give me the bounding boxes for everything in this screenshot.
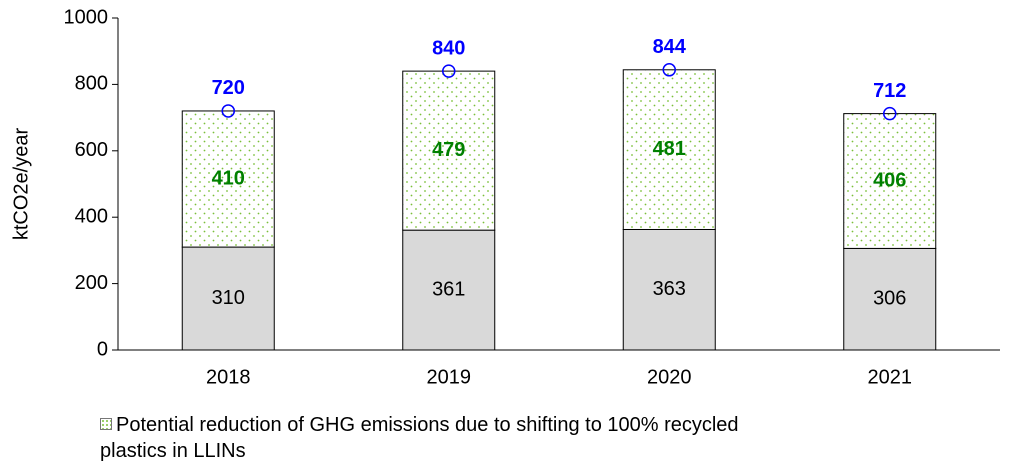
total-marker bbox=[221, 104, 235, 118]
bar-segment bbox=[843, 247, 937, 351]
x-tick-label: 2018 bbox=[206, 366, 251, 388]
y-axis-label: ktCO2e/year bbox=[10, 128, 32, 241]
y-tick-label: 800 bbox=[75, 73, 108, 95]
data-label: 481 bbox=[653, 138, 686, 160]
data-label: 363 bbox=[653, 278, 686, 300]
total-label: 840 bbox=[432, 37, 465, 59]
legend-swatch bbox=[100, 418, 112, 430]
data-label: 406 bbox=[873, 169, 906, 191]
data-label: 306 bbox=[873, 287, 906, 309]
data-label: 310 bbox=[212, 287, 245, 309]
total-marker bbox=[442, 64, 456, 78]
bar-segment bbox=[622, 228, 716, 351]
data-label: 361 bbox=[432, 278, 465, 300]
y-tick-label: 200 bbox=[75, 272, 108, 294]
bar-segment bbox=[622, 69, 716, 230]
legend: Potential reduction of GHG emissions due… bbox=[100, 412, 780, 464]
total-label: 720 bbox=[212, 77, 245, 99]
y-tick-label: 400 bbox=[75, 205, 108, 227]
y-tick-label: 0 bbox=[97, 338, 108, 360]
data-label: 479 bbox=[432, 139, 465, 161]
data-label: 410 bbox=[212, 167, 245, 189]
total-label: 844 bbox=[653, 36, 687, 58]
y-tick-label: 1000 bbox=[64, 6, 109, 28]
x-tick-label: 2020 bbox=[647, 366, 692, 388]
total-marker bbox=[662, 63, 676, 77]
bar-segment bbox=[181, 246, 275, 351]
total-label: 712 bbox=[873, 80, 906, 102]
y-tick-label: 600 bbox=[75, 139, 108, 161]
total-marker bbox=[883, 106, 897, 121]
x-tick-label: 2019 bbox=[427, 366, 472, 388]
bar-segment bbox=[843, 113, 937, 249]
x-tick-label: 2021 bbox=[868, 366, 913, 388]
legend-label: Potential reduction of GHG emissions due… bbox=[100, 414, 739, 462]
bar-segment bbox=[402, 70, 496, 231]
bar-segment bbox=[181, 110, 275, 248]
